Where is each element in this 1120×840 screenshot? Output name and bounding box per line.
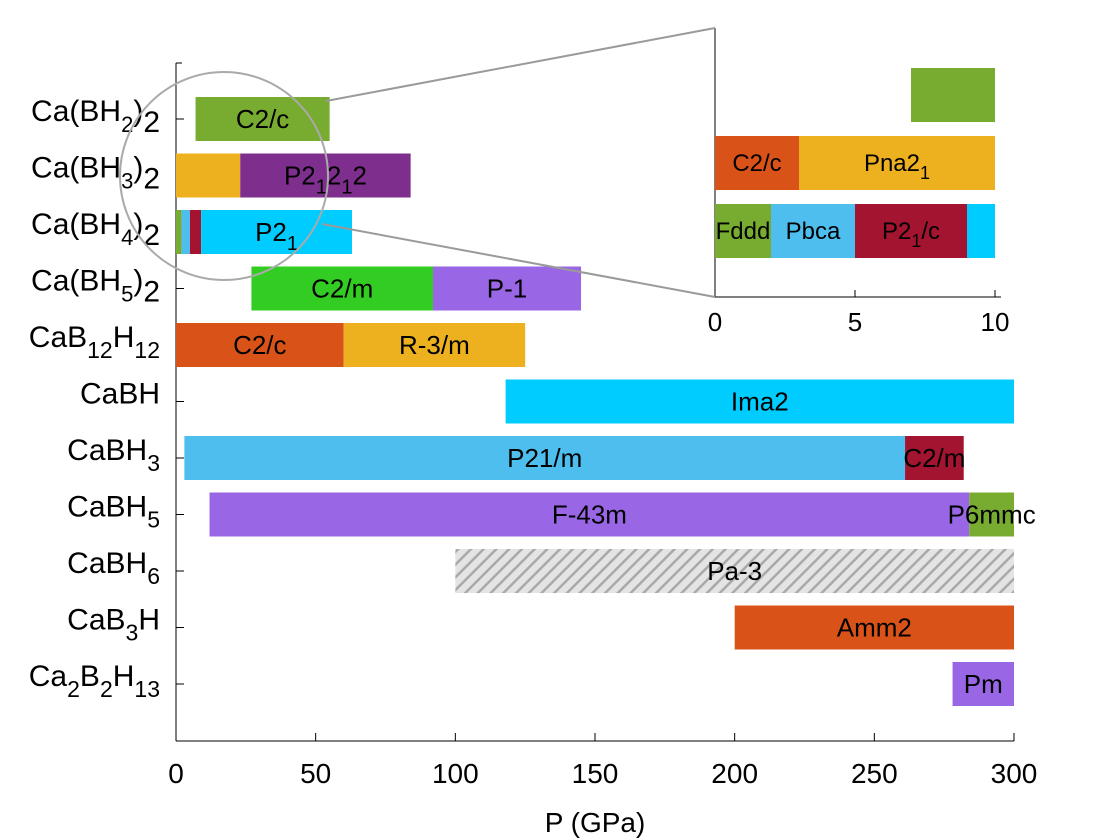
inset-phase-label: P21/c bbox=[882, 218, 940, 251]
inset-phase-bar bbox=[799, 136, 995, 190]
phase-bar bbox=[176, 153, 241, 198]
phase-bar bbox=[195, 97, 330, 141]
phase-bar bbox=[905, 436, 964, 480]
phase-label: Ima2 bbox=[731, 387, 789, 417]
phase-bar bbox=[969, 492, 1014, 537]
row-label: Ca(BH3)2 bbox=[31, 152, 160, 196]
x-tick-label: 150 bbox=[572, 758, 619, 789]
phase-bar bbox=[189, 210, 202, 254]
phase-bar bbox=[184, 436, 906, 480]
inset-x-tick-label: 0 bbox=[708, 307, 722, 337]
phase-label: P21212 bbox=[284, 161, 367, 199]
inset-phase-label: Pna21 bbox=[864, 150, 930, 183]
inset-phase-bar bbox=[771, 204, 855, 258]
phase-bar bbox=[176, 210, 182, 254]
row-label: CaBH bbox=[80, 378, 160, 411]
phase-bar bbox=[734, 605, 1014, 650]
row-label: Ca(BH4)2 bbox=[31, 208, 160, 252]
x-tick-label: 200 bbox=[711, 758, 758, 789]
phase-label: F-43m bbox=[552, 500, 627, 530]
x-tick-label: 50 bbox=[300, 758, 331, 789]
phase-bar bbox=[251, 266, 433, 311]
row-label: Ca2B2H13 bbox=[29, 660, 160, 702]
phase-bar bbox=[201, 210, 352, 254]
x-axis-title: P (GPa) bbox=[545, 807, 646, 838]
row-label: CaBH3 bbox=[67, 434, 160, 476]
zoom-indicator bbox=[119, 27, 716, 298]
phase-label: Amm2 bbox=[837, 613, 912, 643]
phase-label: C2/c bbox=[236, 104, 289, 134]
inset-x-tick-label: 10 bbox=[981, 307, 1010, 337]
row-label: CaB3H bbox=[67, 604, 160, 646]
phase-label: P21/m bbox=[507, 443, 582, 473]
inset-phase-bar bbox=[715, 204, 771, 258]
x-tick-label: 0 bbox=[168, 758, 184, 789]
phase-label: P6mmc bbox=[948, 500, 1036, 530]
inset-phase-bar bbox=[855, 204, 967, 258]
x-tick-label: 100 bbox=[432, 758, 479, 789]
phase-label: Pm bbox=[964, 669, 1003, 699]
zoom-circle bbox=[119, 71, 329, 281]
phase-bar bbox=[181, 210, 190, 254]
x-tick-label: 250 bbox=[851, 758, 898, 789]
phase-label: C2/m bbox=[311, 274, 373, 304]
phase-bar bbox=[505, 379, 1014, 424]
inset-chart: 0 5 10 C2/c Pna21 Fddd Pbca P21/c bbox=[708, 28, 1010, 337]
phase-label: Pa-3 bbox=[707, 556, 762, 586]
phase-label: C2/c bbox=[233, 330, 286, 360]
phase-bar bbox=[952, 662, 1014, 706]
phase-label: P-1 bbox=[487, 274, 527, 304]
phase-bar bbox=[343, 323, 526, 367]
phase-label: P21 bbox=[255, 217, 298, 255]
inset-phase-bar bbox=[715, 136, 799, 190]
phase-label: R-3/m bbox=[399, 330, 470, 360]
phase-label: C2/m bbox=[903, 443, 965, 473]
phase-bar bbox=[240, 153, 411, 198]
row-label: CaBH5 bbox=[67, 491, 160, 533]
phase-bar bbox=[176, 323, 344, 367]
inset-phase-label: Fddd bbox=[716, 218, 771, 245]
x-tick-label: 300 bbox=[991, 758, 1038, 789]
row-label: Ca(BH5)2 bbox=[31, 265, 160, 309]
inset-phase-label: Pbca bbox=[786, 218, 841, 245]
row-label: CaBH6 bbox=[67, 547, 160, 589]
phase-bar bbox=[432, 266, 582, 311]
zoom-connector-bottom bbox=[321, 223, 716, 298]
row-label: Ca(BH2)2 bbox=[31, 95, 160, 139]
phase-bar bbox=[455, 549, 1014, 593]
row-label: CaB12H12 bbox=[29, 321, 160, 363]
inset-phase-bar bbox=[911, 68, 995, 122]
zoom-connector-top bbox=[325, 27, 716, 102]
inset-x-tick-label: 5 bbox=[848, 307, 862, 337]
phase-bar bbox=[209, 492, 970, 537]
inset-phase-bar bbox=[967, 204, 995, 258]
inset-phase-label: C2/c bbox=[732, 150, 781, 177]
